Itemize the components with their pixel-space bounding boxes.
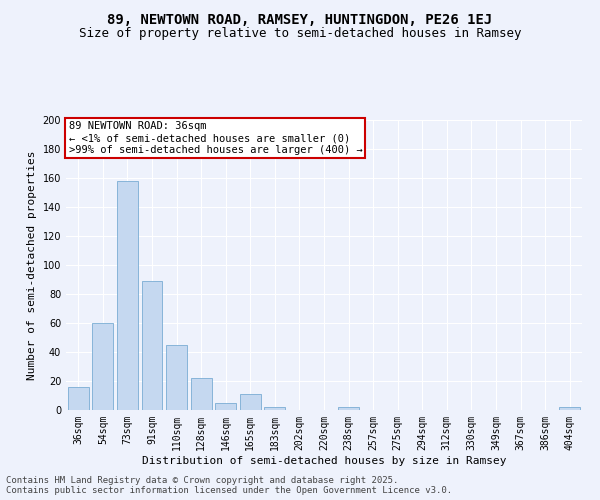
Y-axis label: Number of semi-detached properties: Number of semi-detached properties — [27, 150, 37, 380]
Text: 89, NEWTOWN ROAD, RAMSEY, HUNTINGDON, PE26 1EJ: 89, NEWTOWN ROAD, RAMSEY, HUNTINGDON, PE… — [107, 12, 493, 26]
Bar — [117, 181, 138, 410]
X-axis label: Distribution of semi-detached houses by size in Ramsey: Distribution of semi-detached houses by … — [142, 456, 506, 466]
Bar — [68, 387, 89, 410]
Bar — [559, 407, 580, 410]
Bar — [166, 345, 187, 410]
Bar — [265, 407, 286, 410]
Text: Contains HM Land Registry data © Crown copyright and database right 2025.
Contai: Contains HM Land Registry data © Crown c… — [6, 476, 452, 495]
Bar — [191, 378, 212, 410]
Bar — [240, 394, 261, 410]
Text: 89 NEWTOWN ROAD: 36sqm
← <1% of semi-detached houses are smaller (0)
>99% of sem: 89 NEWTOWN ROAD: 36sqm ← <1% of semi-det… — [68, 122, 362, 154]
Bar — [215, 403, 236, 410]
Bar — [92, 323, 113, 410]
Bar — [338, 407, 359, 410]
Text: Size of property relative to semi-detached houses in Ramsey: Size of property relative to semi-detach… — [79, 28, 521, 40]
Bar — [142, 281, 163, 410]
